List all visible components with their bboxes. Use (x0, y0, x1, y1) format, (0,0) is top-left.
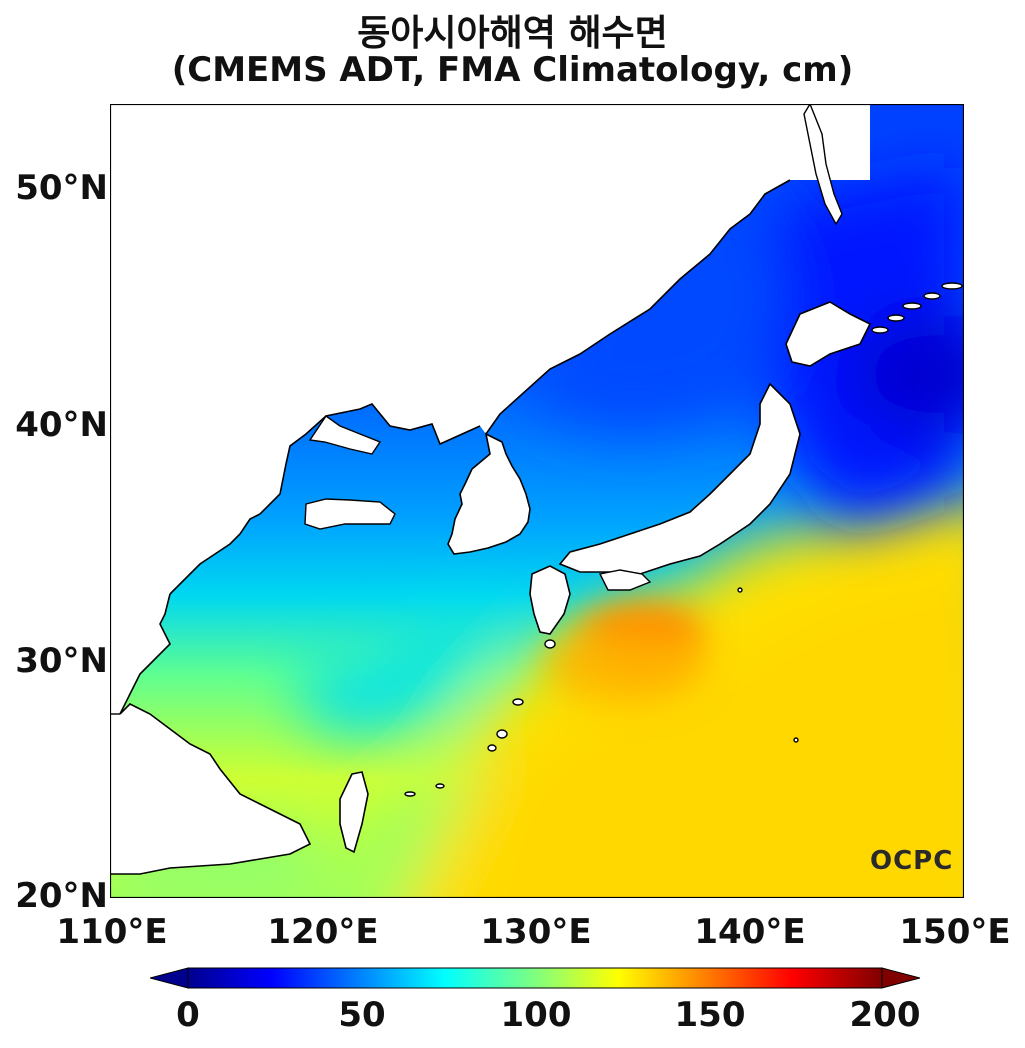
colorbar-tick-150: 150 (674, 995, 746, 1035)
y-tick-50n: 50°N (15, 168, 108, 208)
x-tick-130e: 130°E (480, 912, 592, 952)
colorbar-tick-100: 100 (500, 995, 572, 1035)
taiwan-land (339, 771, 369, 854)
sea-level-map (110, 104, 964, 898)
colorbar-tick-0: 0 (176, 995, 200, 1035)
map-title: 동아시아해역 해수면 (357, 13, 668, 54)
x-tick-110e: 110°E (56, 912, 168, 952)
colorbar-tick-200: 200 (849, 995, 921, 1035)
korea-land (447, 432, 531, 555)
colorbar-min-extend (150, 967, 189, 989)
y-tick-30n: 30°N (15, 641, 108, 681)
map-subtitle: (CMEMS ADT, FMA Climatology, cm) (171, 50, 854, 90)
china-coastline (110, 593, 312, 875)
y-tick-20n: 20°N (15, 876, 108, 916)
x-tick-140e: 140°E (694, 912, 806, 952)
y-tick-40n: 40°N (15, 405, 108, 445)
colorbar (150, 967, 920, 989)
no-data-area (110, 104, 870, 714)
x-tick-150e: 150°E (899, 912, 1011, 952)
honshu-land (558, 382, 801, 575)
colorbar-gradient (187, 967, 883, 989)
warm-field (110, 498, 964, 898)
north-coastline (485, 179, 791, 435)
ocpc-logo: OCPC (870, 846, 954, 876)
colorbar-tick-50: 50 (338, 995, 386, 1035)
x-tick-120e: 120°E (267, 912, 379, 952)
kyushu-land (529, 565, 571, 635)
colorbar-max-extend (881, 967, 920, 989)
hokkaido-land (785, 301, 872, 367)
